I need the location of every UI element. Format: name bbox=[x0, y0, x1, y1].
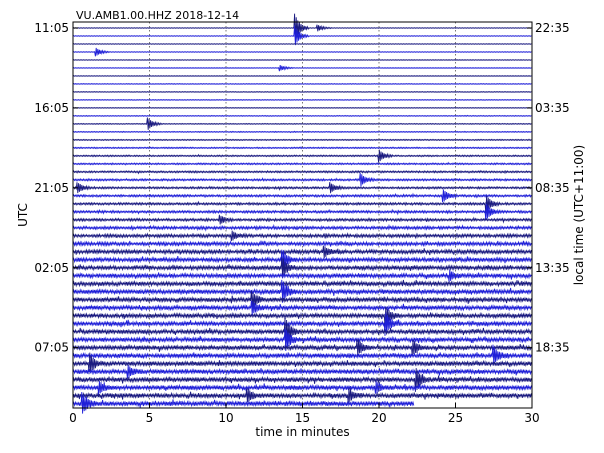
trace-row-23 bbox=[72, 203, 532, 221]
trace-row-13 bbox=[72, 130, 532, 134]
x-axis-label: time in minutes bbox=[255, 425, 349, 439]
trace-row-42 bbox=[72, 352, 532, 375]
left-axis: 11:05 16:05 21:05 02:05 07:05 bbox=[34, 21, 78, 355]
vertical-gridlines bbox=[149, 22, 456, 408]
x-tick-label-5: 5 bbox=[146, 411, 154, 425]
right-tick-label-0: 22:35 bbox=[535, 21, 570, 35]
trace-row-21 bbox=[72, 189, 532, 203]
trace-row-1 bbox=[72, 25, 532, 46]
trace-row-47 bbox=[72, 391, 415, 414]
trace-row-17 bbox=[72, 161, 532, 166]
trace-row-14 bbox=[72, 138, 532, 142]
left-tick-label-3: 02:05 bbox=[34, 261, 69, 275]
trace-row-32 bbox=[72, 279, 532, 288]
trace-row-20 bbox=[72, 182, 532, 194]
trace-row-6 bbox=[72, 75, 532, 77]
right-tick-label-4: 18:35 bbox=[535, 341, 570, 355]
trace-row-30 bbox=[72, 257, 532, 279]
x-tick-label-15: 15 bbox=[295, 411, 310, 425]
trace-row-28 bbox=[72, 245, 532, 259]
trace-row-26 bbox=[72, 230, 532, 242]
trace-row-27 bbox=[72, 240, 532, 248]
trace-row-16 bbox=[72, 149, 532, 163]
left-axis-label: UTC bbox=[16, 203, 30, 227]
x-tick-label-20: 20 bbox=[371, 411, 386, 425]
trace-row-9 bbox=[72, 99, 532, 101]
left-tick-label-4: 07:05 bbox=[34, 341, 69, 355]
trace-row-18 bbox=[72, 169, 532, 175]
x-tick-label-10: 10 bbox=[218, 411, 233, 425]
trace-row-7 bbox=[72, 83, 532, 85]
trace-row-11 bbox=[72, 114, 532, 117]
left-tick-label-2: 21:05 bbox=[34, 181, 69, 195]
trace-row-15 bbox=[72, 146, 532, 150]
trace-row-10 bbox=[72, 107, 532, 109]
right-tick-label-2: 08:35 bbox=[535, 181, 570, 195]
x-tick-label-0: 0 bbox=[69, 411, 77, 425]
x-axis: 0 5 10 15 20 25 30 bbox=[69, 403, 540, 425]
trace-row-39 bbox=[72, 328, 532, 352]
trace-row-31 bbox=[72, 269, 532, 282]
trace-row-35 bbox=[72, 300, 532, 316]
right-axis: 22:35 03:35 08:35 13:35 18:35 bbox=[527, 21, 570, 355]
x-tick-label-25: 25 bbox=[448, 411, 463, 425]
trace-row-4 bbox=[72, 59, 532, 61]
trace-row-5 bbox=[72, 65, 532, 72]
trace-row-8 bbox=[72, 91, 532, 93]
trace-row-19 bbox=[72, 172, 532, 187]
trace-row-34 bbox=[72, 290, 532, 309]
right-axis-label: local time (UTC+11:00) bbox=[572, 145, 586, 286]
trace-row-2 bbox=[72, 43, 532, 45]
right-tick-label-3: 13:35 bbox=[535, 261, 570, 275]
trace-row-22 bbox=[72, 195, 532, 213]
trace-row-0 bbox=[72, 13, 532, 41]
left-tick-label-0: 11:05 bbox=[34, 21, 69, 35]
seismic-traces bbox=[72, 13, 532, 414]
trace-row-38 bbox=[72, 318, 532, 346]
left-tick-label-1: 16:05 bbox=[34, 101, 69, 115]
trace-row-3 bbox=[72, 47, 532, 57]
chart-title: VU.AMB1.00.HHZ 2018-12-14 bbox=[76, 9, 239, 22]
x-tick-label-30: 30 bbox=[524, 411, 539, 425]
trace-row-25 bbox=[72, 223, 532, 232]
trace-row-29 bbox=[72, 249, 532, 271]
trace-row-45 bbox=[72, 380, 532, 396]
right-tick-label-1: 03:35 bbox=[535, 101, 570, 115]
trace-row-24 bbox=[72, 214, 532, 225]
